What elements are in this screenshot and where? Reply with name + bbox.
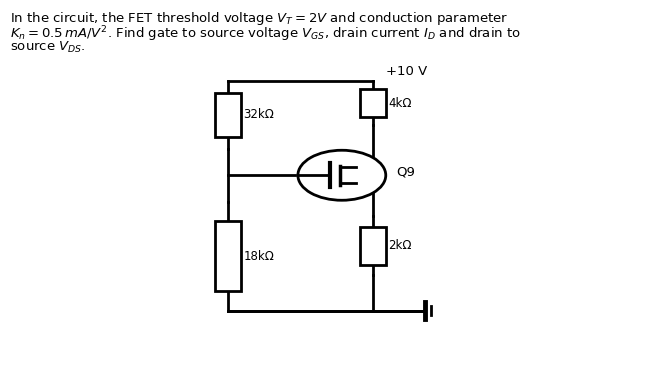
FancyBboxPatch shape — [215, 93, 241, 137]
Text: $K_n = 0.5\,mA/V^2$. Find gate to source voltage $V_{GS}$, drain current $I_D$ a: $K_n = 0.5\,mA/V^2$. Find gate to source… — [10, 25, 521, 44]
FancyBboxPatch shape — [360, 227, 386, 265]
Text: Q9: Q9 — [396, 166, 415, 179]
Text: 2kΩ: 2kΩ — [388, 240, 412, 253]
Text: 32kΩ: 32kΩ — [243, 108, 275, 121]
Text: 18kΩ: 18kΩ — [243, 250, 275, 263]
Text: +10 V: +10 V — [386, 65, 427, 78]
FancyBboxPatch shape — [360, 89, 386, 117]
Text: 4kΩ: 4kΩ — [388, 97, 412, 110]
FancyBboxPatch shape — [215, 221, 241, 291]
Text: source $V_{DS}$.: source $V_{DS}$. — [10, 40, 85, 55]
Circle shape — [298, 150, 386, 200]
Text: In the circuit, the FET threshold voltage $V_T = 2V$ and conduction parameter: In the circuit, the FET threshold voltag… — [10, 10, 508, 27]
